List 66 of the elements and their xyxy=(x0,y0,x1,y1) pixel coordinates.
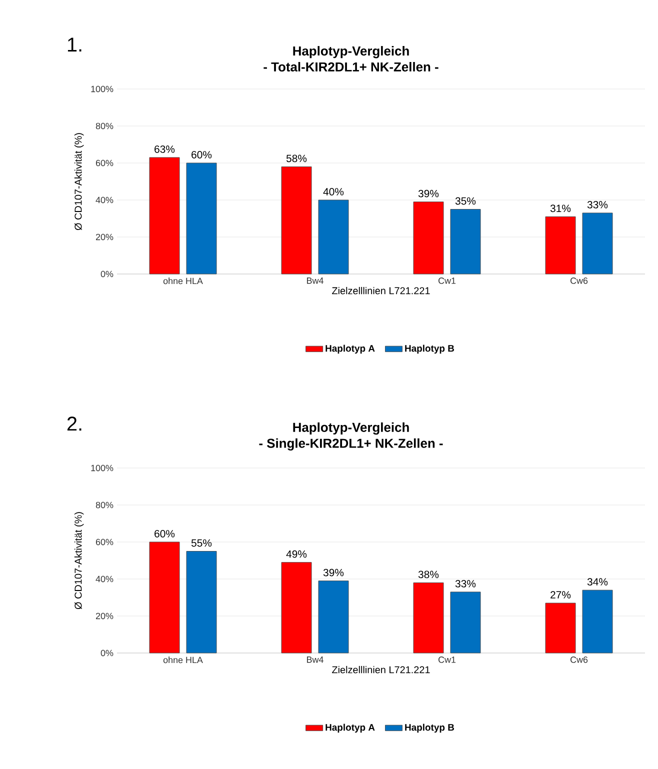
bar xyxy=(545,216,576,274)
x-tick-label: Bw4 xyxy=(307,278,324,284)
y-tick-label: 60% xyxy=(96,160,114,166)
y-tick-label: 40% xyxy=(96,196,114,204)
y-tick-label: 100% xyxy=(91,464,114,472)
y-tick-label: 20% xyxy=(96,234,114,240)
y-tick-label: 80% xyxy=(96,502,114,508)
data-label: 58% xyxy=(286,154,307,162)
x-tick-label: Cw1 xyxy=(438,278,456,284)
bar xyxy=(413,582,444,654)
data-label: 60% xyxy=(192,151,212,158)
data-label: 63% xyxy=(154,145,175,153)
data-label: 27% xyxy=(550,591,571,598)
x-tick-label: ohne HLA xyxy=(163,656,203,664)
legend-label: Haplotyp A xyxy=(326,724,375,733)
data-label: 55% xyxy=(191,539,212,547)
bar xyxy=(281,166,312,274)
x-tick-label: Cw1 xyxy=(438,656,456,663)
data-label: 35% xyxy=(455,197,476,205)
data-label: 49% xyxy=(286,550,307,558)
y-tick-label: 100% xyxy=(91,86,114,92)
data-label: 33% xyxy=(587,200,608,208)
x-tick-label: Bw4 xyxy=(307,656,324,663)
y-tick-label: 40% xyxy=(96,576,114,582)
text: 2. xyxy=(67,416,82,431)
bar xyxy=(318,580,349,654)
legend-label: Haplotyp B xyxy=(405,724,454,733)
y-tick-label: 0% xyxy=(100,650,114,656)
x-tick-label: Cw6 xyxy=(570,278,588,284)
legend-label: Haplotyp B xyxy=(405,344,454,354)
x-tick-label: Cw6 xyxy=(570,656,588,663)
bar xyxy=(582,590,613,654)
x-tick-label: ohne HLA xyxy=(163,278,203,284)
text: 1. xyxy=(68,38,82,52)
y-tick-label: 80% xyxy=(96,122,114,130)
chart-subtitle: - Single-KIR2DL1+ NK-Zellen - xyxy=(259,438,443,451)
bar xyxy=(149,157,180,274)
data-label: 33% xyxy=(455,580,476,588)
data-label: 40% xyxy=(323,188,344,196)
y-tick-label: 0% xyxy=(100,270,114,278)
bar xyxy=(318,200,349,274)
y-tick-label: 20% xyxy=(96,612,114,620)
x-axis-title: Zielzelllinien L721.221 xyxy=(332,286,430,294)
bar xyxy=(149,542,180,654)
data-label: 34% xyxy=(587,578,608,586)
y-axis-title: Ø CD107-Aktivität (%) xyxy=(74,512,84,610)
bar xyxy=(186,162,217,274)
x-axis-title: Zielzelllinien L721.221 xyxy=(332,666,430,674)
chart-subtitle: - Total-KIR2DL1+ NK-Zellen - xyxy=(264,62,438,72)
y-tick-label: 60% xyxy=(96,538,114,546)
bar xyxy=(545,602,576,654)
bar xyxy=(450,592,481,654)
bar xyxy=(582,212,613,274)
data-label: 60% xyxy=(154,530,175,538)
legend-label: Haplotyp A xyxy=(326,344,375,354)
bar xyxy=(450,209,481,274)
data-label: 39% xyxy=(418,190,439,198)
bar xyxy=(413,202,444,274)
chart-title: Haplotyp-Vergleich xyxy=(293,422,409,435)
data-label: 39% xyxy=(323,568,344,576)
bar xyxy=(281,562,312,654)
chart-title: Haplotyp-Vergleich xyxy=(293,46,409,58)
data-label: 31% xyxy=(550,204,571,212)
bar xyxy=(186,551,217,654)
y-axis-title: Ø CD107-Aktivität (%) xyxy=(74,133,84,230)
data-label: 38% xyxy=(418,570,439,578)
